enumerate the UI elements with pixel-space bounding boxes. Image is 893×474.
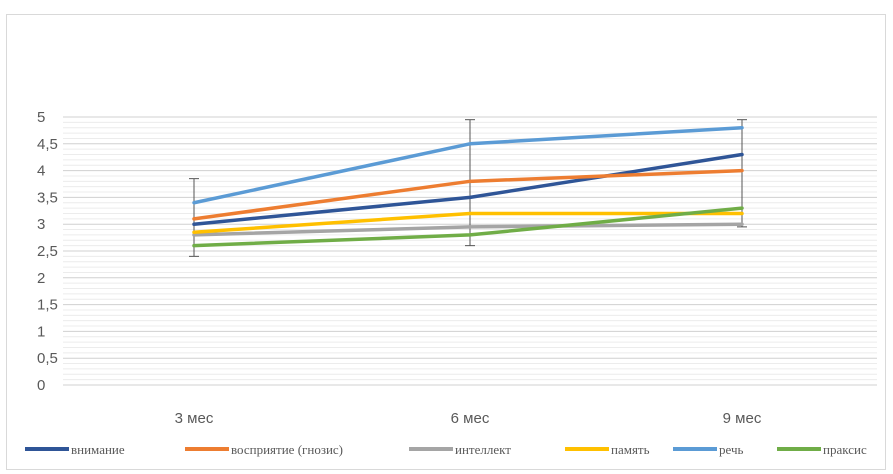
- series-line: [192, 152, 744, 226]
- x-axis-ticks: 3 мес 6 мес 9 мес: [175, 410, 762, 427]
- y-tick-label: 1: [37, 323, 45, 340]
- y-tick-label: 5: [37, 109, 45, 126]
- x-tick-label: 6 мес: [451, 410, 490, 427]
- y-tick-label: 1,5: [37, 297, 58, 314]
- y-tick-label: 0: [37, 377, 45, 394]
- y-tick-label: 4: [37, 163, 45, 180]
- y-axis-ticks: 0 0,5 1 1,5 2 2,5 3 3,5 4 4,5 5: [37, 109, 58, 394]
- x-tick-label: 9 мес: [723, 410, 762, 427]
- chart-frame: 0 0,5 1 1,5 2 2,5 3 3,5 4 4,5 5 3 мес 6 мес 9 мес вн…: [6, 14, 886, 470]
- series-lines: [192, 125, 744, 248]
- legend-label: речь: [719, 442, 743, 457]
- legend-label: интеллект: [455, 442, 511, 457]
- y-tick-label: 4,5: [37, 136, 58, 153]
- legend-label: восприятие (гнозис): [231, 442, 343, 457]
- legend-label: внимание: [71, 442, 125, 457]
- y-tick-label: 3: [37, 216, 45, 233]
- y-tick-label: 2,5: [37, 243, 58, 260]
- line-chart: 0 0,5 1 1,5 2 2,5 3 3,5 4 4,5 5 3 мес 6 мес 9 мес вн…: [25, 109, 877, 457]
- series-line: [192, 211, 744, 234]
- series-line: [192, 168, 744, 221]
- y-tick-label: 3,5: [37, 189, 58, 206]
- y-tick-label: 0,5: [37, 350, 58, 367]
- series-line: [192, 206, 744, 248]
- legend: внимание восприятие (гнозис) интеллект памя…: [25, 442, 867, 457]
- legend-label: праксис: [823, 442, 867, 457]
- legend-label: память: [611, 442, 650, 457]
- series-line: [192, 222, 744, 237]
- y-tick-label: 2: [37, 270, 45, 287]
- series-line: [192, 125, 744, 205]
- x-tick-label: 3 мес: [175, 410, 214, 427]
